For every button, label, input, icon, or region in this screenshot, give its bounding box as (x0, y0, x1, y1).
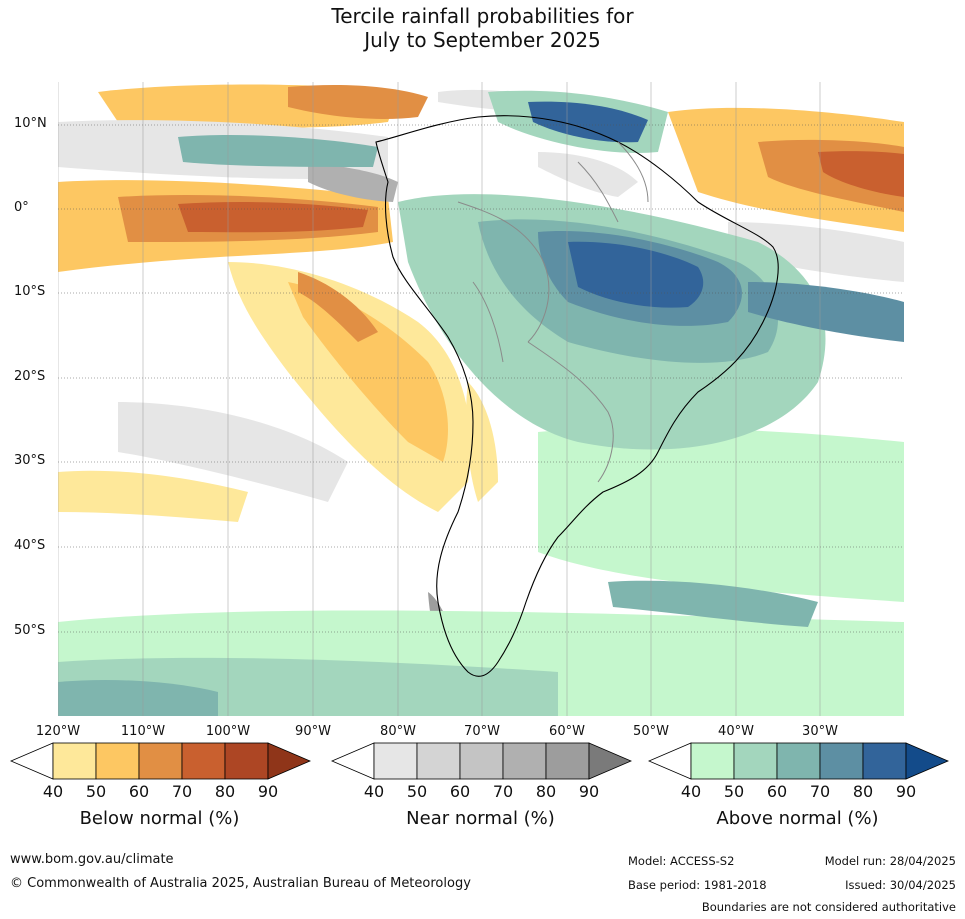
colorbar-above (648, 742, 949, 780)
colorbar-tick-label: 70 (809, 782, 831, 801)
colorbar-segment (545, 742, 590, 780)
near-region-guianas (538, 152, 638, 197)
colorbar-title: Above normal (%) (716, 808, 879, 829)
colorbar-title: Below normal (%) (79, 808, 240, 829)
colorbar-max-arrow (588, 742, 632, 780)
website-url[interactable]: www.bom.gov.au/climate (10, 852, 174, 867)
colorbar-segment (95, 742, 140, 780)
below-normal-regions (58, 84, 904, 522)
above-region-amazon-core (568, 241, 704, 308)
colorbar-max-arrow (905, 742, 949, 780)
colorbar-tick-label: 40 (363, 782, 385, 801)
country-borders (457, 141, 649, 483)
colorbar-tick-label: 90 (257, 782, 279, 801)
colorbar-segment (862, 742, 907, 780)
lat-label: 10°S (14, 284, 46, 299)
model-name: Model: ACCESS-S2 (628, 854, 735, 868)
lat-label: 0° (14, 200, 29, 215)
below-region-north-caribbean (288, 85, 428, 119)
lon-label: 60°W (549, 724, 585, 739)
colorbar-tick-label: 70 (492, 782, 514, 801)
colorbar-segment (224, 742, 269, 780)
map-title: Tercile rainfall probabilities for July … (0, 4, 965, 52)
colorbar-tick-label: 50 (723, 782, 745, 801)
lon-label: 90°W (295, 724, 331, 739)
colorbar-tick-label: 90 (578, 782, 600, 801)
lon-label: 70°W (464, 724, 500, 739)
lat-label: 40°S (14, 538, 46, 553)
colorbar-segment (52, 742, 97, 780)
near-region-south-pacific (118, 402, 348, 502)
colorbar-tick-label: 80 (852, 782, 874, 801)
below-region-chile-coast (298, 272, 378, 342)
rainfall-probability-map (58, 82, 904, 716)
colorbar-segment (459, 742, 504, 780)
model-run-date: Model run: 28/04/2025 (824, 854, 956, 868)
colorbar-tick-label: 60 (449, 782, 471, 801)
lon-label: 100°W (205, 724, 251, 739)
colorbar-segment (138, 742, 183, 780)
colorbar-tick-label: 60 (766, 782, 788, 801)
issued-date: Issued: 30/04/2025 (845, 878, 956, 892)
lat-label: 30°S (14, 453, 46, 468)
colorbar-below (10, 742, 311, 780)
lon-label: 40°W (718, 724, 754, 739)
above-region-atlantic-east-band (748, 282, 904, 342)
copyright-notice: © Commonwealth of Australia 2025, Austra… (10, 876, 471, 891)
above-region-south-ocean-deep (58, 680, 218, 716)
below-region-equatorial-dark (178, 202, 368, 233)
lon-label: 80°W (380, 724, 416, 739)
title-line-2: July to September 2025 (364, 28, 601, 52)
colorbar-tick-label: 50 (406, 782, 428, 801)
colorbar-tick-label: 50 (85, 782, 107, 801)
graticule (58, 82, 904, 716)
lat-label: 50°S (14, 623, 46, 638)
colorbar-title: Near normal (%) (406, 808, 555, 829)
colorbar-tick-label: 70 (171, 782, 193, 801)
below-region-southeast-pacific-core (288, 282, 448, 462)
lat-label: 20°S (14, 369, 46, 384)
near-region-east-equatorial (308, 162, 398, 202)
above-region-north-atlantic-core (528, 101, 648, 143)
above-region-south-atlantic-band (608, 580, 818, 627)
below-region-east-atlantic-dark (818, 151, 904, 197)
colorbar-min-arrow (331, 742, 375, 780)
near-region-east-atlantic (728, 222, 904, 282)
colorbar-segment (502, 742, 547, 780)
below-region-south-pacific-patches (58, 470, 248, 522)
colorbar-segment (733, 742, 778, 780)
lat-label: 10°N (14, 116, 47, 131)
colorbar-tick-label: 80 (535, 782, 557, 801)
colorbar-segment (819, 742, 864, 780)
title-line-1: Tercile rainfall probabilities for (331, 4, 634, 28)
colorbar-segment (373, 742, 418, 780)
colorbar-segment (181, 742, 226, 780)
map-canvas (58, 82, 904, 716)
colorbar-segment (416, 742, 461, 780)
colorbar-segment (690, 742, 735, 780)
lon-label: 30°W (802, 724, 838, 739)
lon-label: 110°W (120, 724, 166, 739)
coastline-south-america (375, 115, 779, 677)
above-normal-regions (58, 90, 904, 716)
colorbar-min-arrow (648, 742, 692, 780)
lon-label: 120°W (35, 724, 81, 739)
boundary-disclaimer: Boundaries are not considered authoritat… (701, 900, 956, 914)
lon-label: 50°W (633, 724, 669, 739)
colorbar-tick-label: 80 (214, 782, 236, 801)
colorbar-tick-label: 40 (680, 782, 702, 801)
below-region-southeast-pacific (228, 262, 471, 512)
colorbar-tick-label: 60 (128, 782, 150, 801)
colorbar-tick-label: 40 (42, 782, 64, 801)
colorbar-tick-label: 90 (895, 782, 917, 801)
colorbar-min-arrow (10, 742, 54, 780)
colorbar-segment (776, 742, 821, 780)
above-region-south-atlantic (538, 427, 904, 602)
colorbar-max-arrow (267, 742, 311, 780)
colorbar-near (331, 742, 632, 780)
base-period: Base period: 1981-2018 (628, 878, 767, 892)
